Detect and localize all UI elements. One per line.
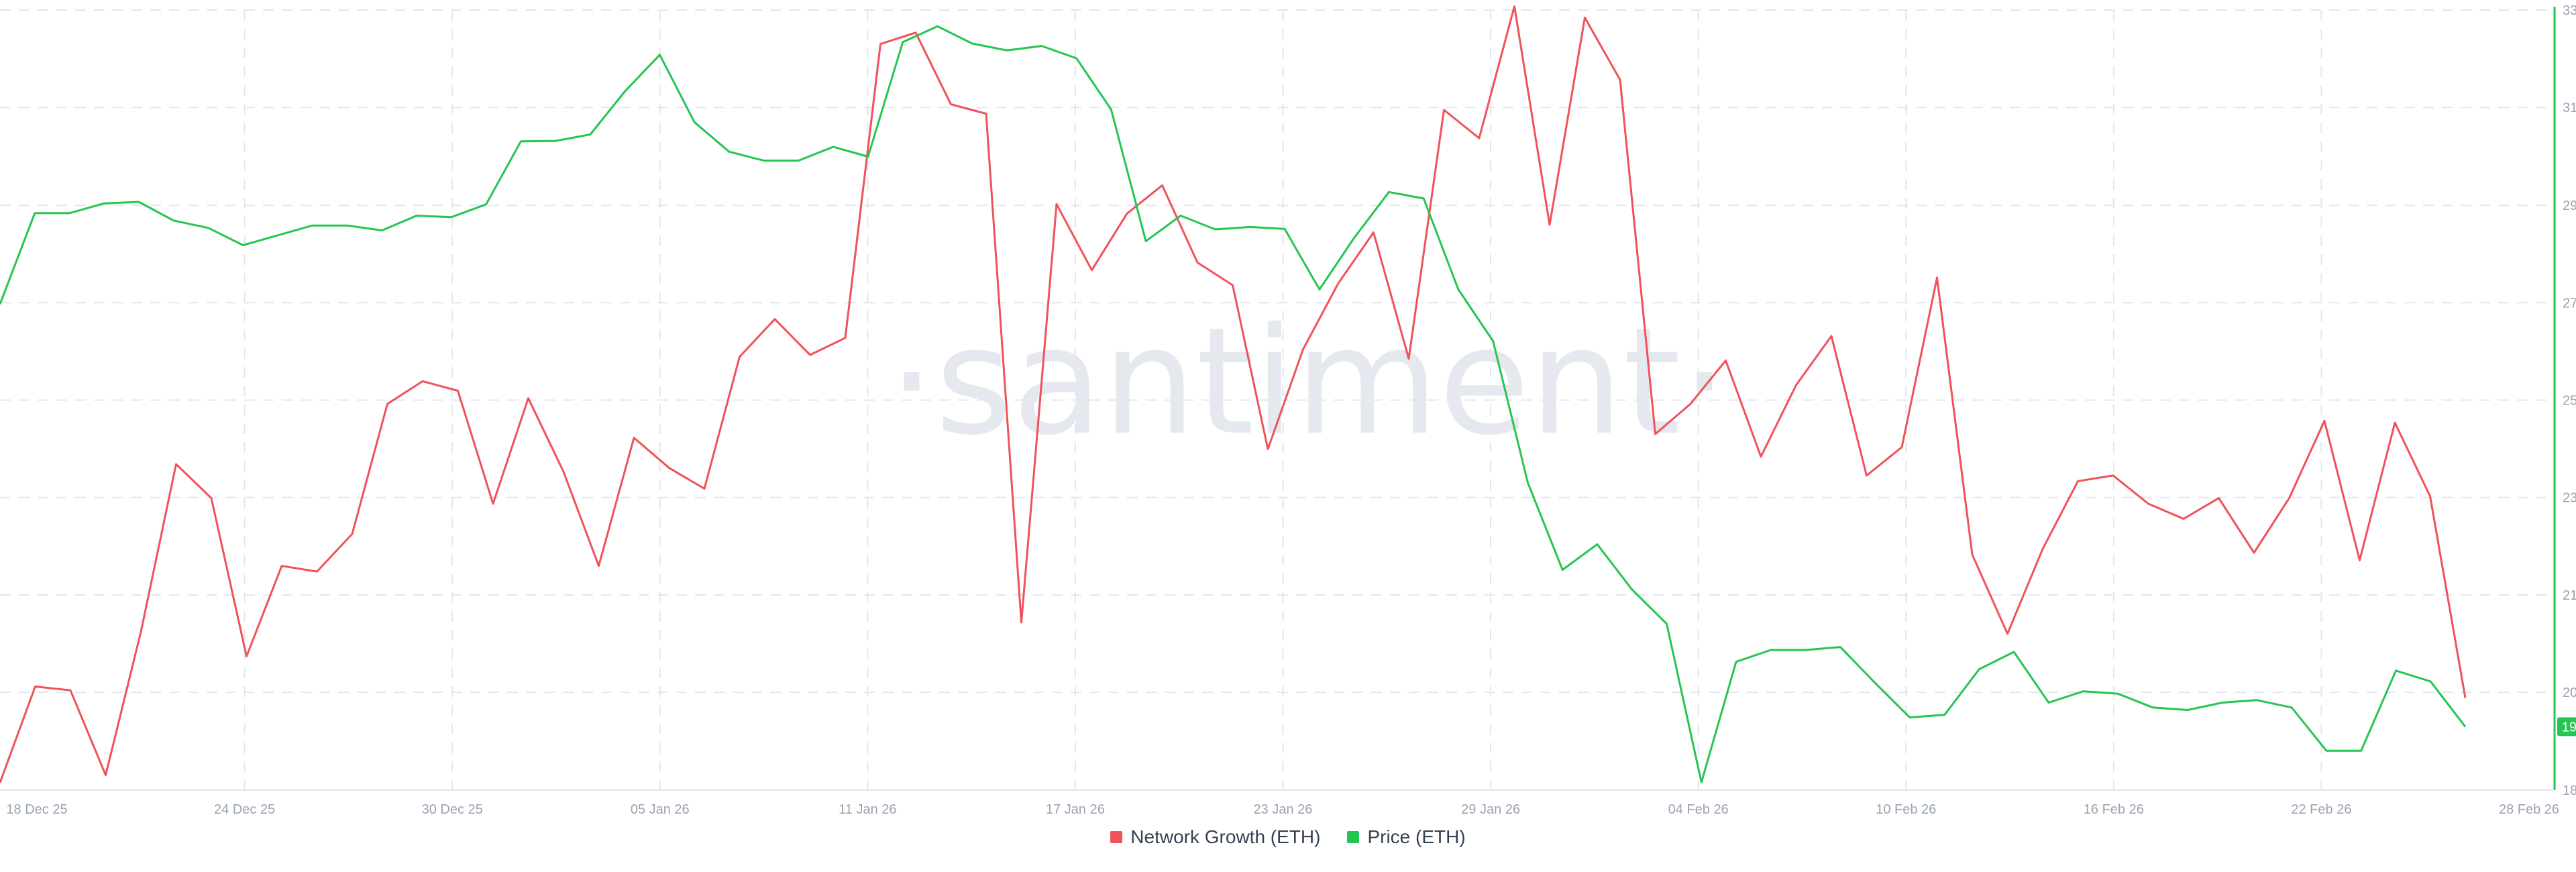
santiment-watermark: ·santiment· [888,296,1727,468]
x-tick-label: 22 Feb 26 [2291,802,2351,817]
x-tick-label: 10 Feb 26 [1876,802,1936,817]
axis-layer: 1802 2001 2199 2397 2595 2793 2991 3190 3388 18 D… [6,3,2576,817]
y-tick-label: 2991 [2563,199,2576,213]
series-layer [0,5,2467,783]
x-tick-label: 05 Jan 26 [631,802,690,817]
y-tick-label: 2397 [2563,491,2576,506]
x-tick-label: 18 Dec 25 [6,802,67,817]
y-tick-label: 2793 [2563,296,2576,311]
y-tick-label: 3190 [2563,101,2576,115]
y-tick-label: 2595 [2563,394,2576,408]
x-tick-label: 23 Jan 26 [1254,802,1313,817]
x-tick-label: 24 Dec 25 [214,802,275,817]
x-tick-label: 28 Feb 26 [2499,802,2559,817]
network-growth-line [0,5,2467,783]
x-tick-label: 29 Jan 26 [1461,802,1520,817]
x-tick-label: 17 Jan 26 [1046,802,1105,817]
legend-item-network-growth[interactable]: Network Growth (ETH) [1110,826,1320,848]
legend-label-network-growth: Network Growth (ETH) [1130,826,1321,847]
legend-label-price: Price (ETH) [1367,826,1466,847]
legend: Network Growth (ETH) Price (ETH) [0,826,2576,848]
x-tick-label: 30 Dec 25 [422,802,483,817]
y-tick-label: 2001 [2563,686,2576,700]
legend-swatch-network-growth [1110,831,1123,843]
y-tick-label: 3388 [2563,3,2576,18]
x-tick-label: 11 Jan 26 [839,802,896,817]
last-price-label: 1931 [2562,720,2576,734]
price-line [0,25,2467,783]
legend-item-price[interactable]: Price (ETH) [1347,826,1466,848]
grid-layer [0,9,2553,791]
x-tick-label: 04 Feb 26 [1668,802,1729,817]
x-tick-label: 16 Feb 26 [2084,802,2144,817]
legend-swatch-price [1347,831,1360,843]
y-tick-label: 2199 [2563,588,2576,603]
last-price-badge [2557,717,2576,737]
y-tick-label: 1802 [2563,783,2576,798]
